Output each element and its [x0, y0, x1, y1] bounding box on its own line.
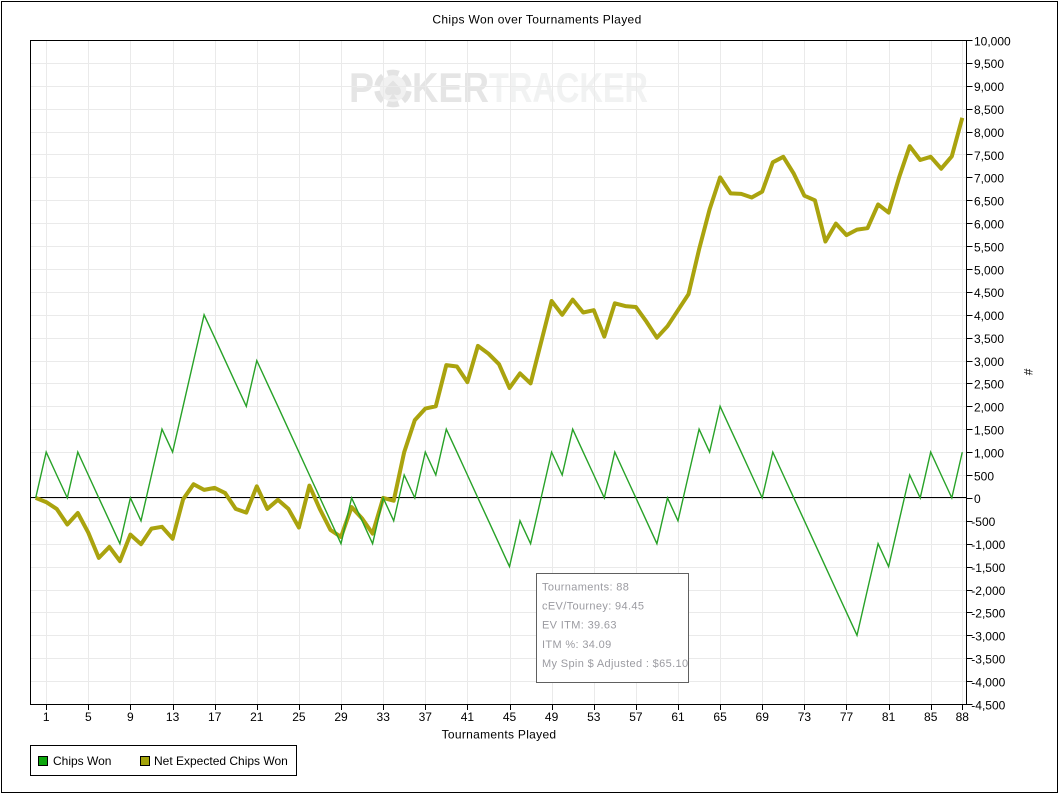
svg-text:8,500: 8,500: [974, 103, 1004, 117]
svg-text:49: 49: [545, 710, 559, 724]
svg-text:13: 13: [166, 710, 180, 724]
svg-text:69: 69: [756, 710, 770, 724]
svg-text:85: 85: [924, 710, 938, 724]
svg-text:Net Expected Chips Won: Net Expected Chips Won: [154, 754, 288, 768]
svg-text:37: 37: [419, 710, 433, 724]
svg-text:1,500: 1,500: [974, 424, 1004, 438]
svg-text:0: 0: [974, 492, 981, 506]
svg-text:7,000: 7,000: [974, 172, 1004, 186]
svg-text:73: 73: [798, 710, 812, 724]
svg-text:-1,000: -1,000: [971, 538, 1005, 552]
svg-text:5,500: 5,500: [974, 240, 1004, 254]
svg-text:3,000: 3,000: [974, 355, 1004, 369]
svg-text:ITM %: 34.09: ITM %: 34.09: [542, 639, 612, 651]
svg-text:6,500: 6,500: [974, 195, 1004, 209]
svg-text:My Spin $ Adjusted : $65.10: My Spin $ Adjusted : $65.10: [542, 658, 688, 670]
svg-text:29: 29: [334, 710, 348, 724]
svg-text:81: 81: [882, 710, 896, 724]
svg-text:61: 61: [671, 710, 685, 724]
svg-text:4,000: 4,000: [974, 309, 1004, 323]
svg-text:88: 88: [956, 710, 970, 724]
svg-text:-3,000: -3,000: [971, 630, 1005, 644]
svg-text:500: 500: [974, 469, 994, 483]
svg-text:TRACKER: TRACKER: [489, 64, 648, 111]
svg-text:cEV/Tourney: 94.45: cEV/Tourney: 94.45: [542, 601, 644, 613]
svg-text:9,500: 9,500: [974, 57, 1004, 71]
svg-text:25: 25: [292, 710, 306, 724]
svg-text:3,500: 3,500: [974, 332, 1004, 346]
svg-text:-3,500: -3,500: [971, 653, 1005, 667]
svg-text:10,000: 10,000: [974, 34, 1011, 48]
svg-text:33: 33: [377, 710, 391, 724]
svg-text:Chips Won: Chips Won: [53, 754, 111, 768]
svg-text:6,000: 6,000: [974, 218, 1004, 232]
svg-text:Tournaments Played: Tournaments Played: [442, 728, 557, 742]
svg-text:Tournaments: 88: Tournaments: 88: [542, 582, 629, 594]
svg-text:65: 65: [713, 710, 727, 724]
svg-text:EV ITM: 39.63: EV ITM: 39.63: [542, 620, 617, 632]
svg-text:7,500: 7,500: [974, 149, 1004, 163]
svg-text:2,000: 2,000: [974, 401, 1004, 415]
svg-text:9: 9: [127, 710, 134, 724]
svg-text:5,000: 5,000: [974, 263, 1004, 277]
svg-text:-4,500: -4,500: [971, 698, 1005, 712]
svg-text:8,000: 8,000: [974, 126, 1004, 140]
svg-text:53: 53: [587, 710, 601, 724]
svg-text:45: 45: [503, 710, 517, 724]
svg-text:Chips Won over Tournaments Pla: Chips Won over Tournaments Played: [432, 13, 641, 27]
svg-text:-4,000: -4,000: [971, 675, 1005, 689]
svg-text:-2,500: -2,500: [971, 607, 1005, 621]
svg-text:#: #: [1021, 369, 1035, 376]
svg-text:-500: -500: [971, 515, 995, 529]
svg-text:77: 77: [840, 710, 854, 724]
svg-text:-1,500: -1,500: [971, 561, 1005, 575]
svg-text:4,500: 4,500: [974, 286, 1004, 300]
svg-text:P: P: [349, 64, 374, 111]
svg-text:-2,000: -2,000: [971, 584, 1005, 598]
svg-text:57: 57: [629, 710, 643, 724]
svg-text:17: 17: [208, 710, 222, 724]
svg-text:1: 1: [43, 710, 50, 724]
svg-text:1,000: 1,000: [974, 446, 1004, 460]
svg-text:41: 41: [461, 710, 475, 724]
svg-text:KER: KER: [412, 64, 489, 111]
svg-text:9,000: 9,000: [974, 80, 1004, 94]
svg-text:2,500: 2,500: [974, 378, 1004, 392]
svg-text:5: 5: [85, 710, 92, 724]
svg-text:21: 21: [250, 710, 264, 724]
